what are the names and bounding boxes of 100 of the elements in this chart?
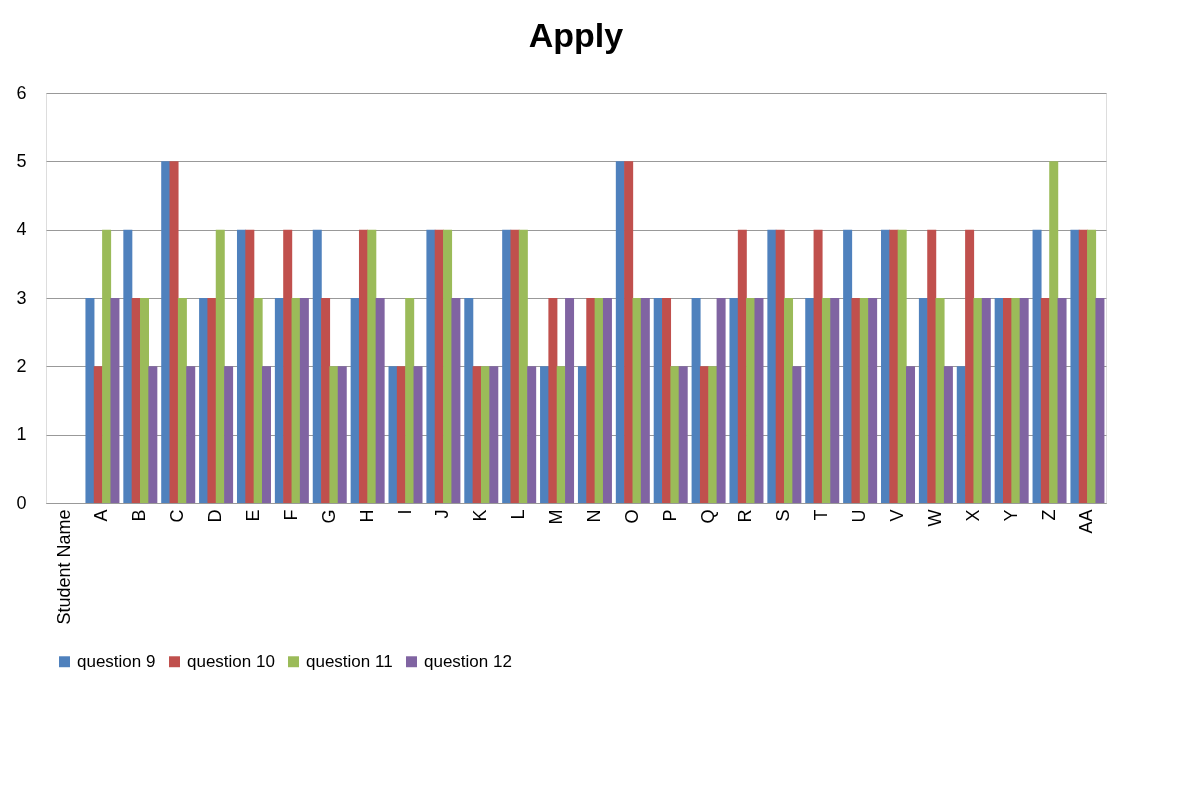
bar (813, 229, 823, 503)
bar (207, 298, 217, 503)
bar (261, 366, 271, 503)
x-tick-label: G (318, 509, 339, 524)
bar (943, 366, 953, 503)
bar (253, 298, 263, 503)
x-tick-label: F (280, 509, 301, 521)
bar (123, 229, 133, 503)
bar (245, 229, 255, 503)
bar (624, 161, 634, 503)
bar (935, 298, 945, 503)
bar (337, 366, 347, 503)
legend-label: question 10 (187, 651, 275, 671)
x-tick-label: J (432, 509, 453, 519)
bar (691, 298, 701, 503)
bar (965, 229, 975, 503)
bar (632, 298, 642, 503)
bar (1095, 298, 1105, 503)
bar (662, 298, 672, 503)
x-tick-label: K (470, 509, 491, 522)
x-tick-label: S (773, 509, 794, 522)
bar (1019, 298, 1029, 503)
bar (110, 298, 120, 503)
y-tick-label: 1 (16, 424, 27, 445)
bar (981, 298, 991, 503)
x-tick-label: Y (1000, 509, 1021, 522)
bar (927, 229, 937, 503)
bar (186, 366, 196, 503)
bar (784, 298, 794, 503)
x-tick-label: O (621, 509, 642, 524)
bar (729, 298, 739, 503)
bar (565, 298, 575, 503)
x-tick-label: H (356, 509, 377, 523)
x-tick-label: M (546, 509, 567, 525)
legend-label: question 11 (306, 651, 393, 671)
bar (1057, 298, 1067, 503)
x-tick-label: AA (1076, 509, 1097, 534)
bar (775, 229, 785, 503)
bar (767, 229, 777, 503)
x-tick-label: N (583, 509, 604, 523)
x-tick-label: B (129, 509, 150, 522)
bar (1032, 229, 1042, 503)
bar (451, 298, 461, 503)
bar (215, 229, 225, 503)
x-tick-label: Z (1038, 509, 1059, 521)
bar (708, 366, 718, 503)
bar (161, 161, 171, 503)
bar (140, 298, 149, 503)
x-tick-label: L (508, 509, 529, 520)
x-tick-label: C (167, 509, 188, 523)
bar (321, 298, 331, 503)
x-tick-label: R (735, 509, 756, 523)
bar (312, 229, 322, 503)
bar (889, 229, 899, 503)
bar (299, 298, 309, 503)
bar (443, 229, 453, 503)
legend-label: question 9 (77, 651, 156, 671)
bar (1070, 229, 1080, 503)
bar (148, 366, 158, 503)
bar (177, 298, 187, 503)
bar (973, 298, 983, 503)
bar (489, 366, 499, 503)
bar (426, 229, 436, 503)
x-tick-label: Student Name (53, 509, 74, 625)
bar (640, 298, 650, 503)
bar (1049, 161, 1059, 503)
bar (102, 229, 112, 503)
bar (1087, 229, 1097, 503)
y-tick-label: 2 (16, 355, 27, 376)
bar (670, 366, 680, 503)
bar (367, 229, 377, 503)
bar (830, 298, 840, 503)
bar (868, 298, 878, 503)
bar (754, 298, 764, 503)
x-tick-label: A (91, 509, 112, 522)
bar (464, 298, 474, 503)
bar (678, 366, 688, 503)
y-tick-label: 4 (16, 219, 27, 240)
x-tick-label: E (242, 509, 263, 522)
bar (792, 366, 802, 503)
x-tick-label: Q (697, 509, 718, 524)
bar (843, 229, 853, 503)
bar (413, 366, 423, 503)
x-tick-label: W (924, 509, 945, 527)
bar (716, 298, 726, 503)
bar (283, 229, 293, 503)
bar (518, 229, 528, 503)
bar (527, 366, 537, 503)
x-tick-label: P (659, 509, 680, 522)
bar (805, 298, 815, 503)
bar (329, 366, 339, 503)
chart-title: Apply (528, 16, 624, 54)
bar (375, 298, 385, 503)
bar (502, 229, 512, 503)
y-tick-label: 0 (16, 492, 27, 513)
y-tick-label: 5 (16, 150, 27, 171)
x-tick-label: X (962, 509, 983, 522)
bar (405, 298, 415, 503)
x-tick-label: U (849, 509, 870, 523)
legend-label: question 12 (424, 651, 512, 671)
